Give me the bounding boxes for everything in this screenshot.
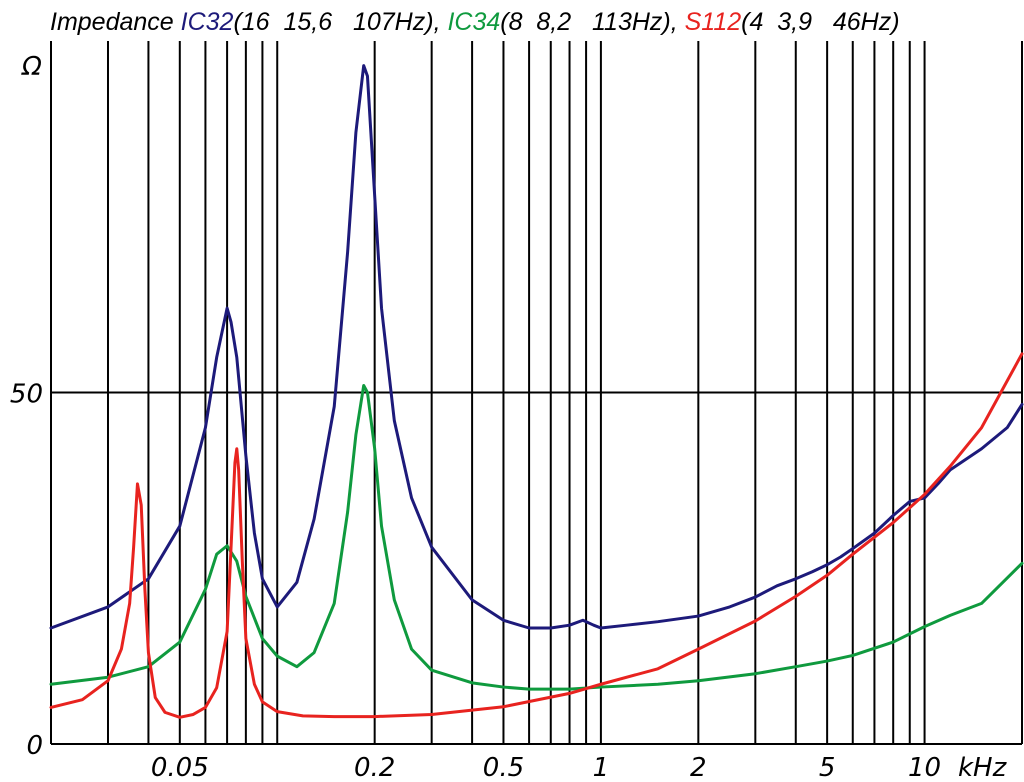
title-series-name-ic32: IC32	[181, 8, 234, 36]
tick-labels: 0.05 0.2 0.5 1 2 5 10 0 50	[10, 380, 941, 782]
series-line-s112	[49, 352, 1024, 719]
x-tick-label: 10	[908, 753, 941, 782]
title-series-detail-ic34: (8 8,2 113Hz),	[500, 8, 684, 36]
title-series-detail-ic32: (16 15,6 107Hz),	[233, 8, 447, 36]
title-series-detail-s112: (4 3,9 46Hz)	[741, 8, 899, 36]
x-tick-label: 5	[819, 753, 836, 782]
x-tick-label: 0.05	[151, 753, 209, 782]
title-series-name-s112: S112	[685, 8, 742, 36]
y-tick-label: 0	[26, 731, 43, 761]
x-unit-label: kHz	[958, 753, 1008, 782]
series-line-ic32	[49, 64, 1024, 630]
chart-title: Impedance IC32(16 15,6 107Hz), IC34(8 8,…	[50, 8, 900, 36]
x-tick-label: 1	[593, 753, 610, 782]
title-series-name-ic34: IC34	[447, 8, 500, 36]
y-unit-label: Ω	[21, 52, 42, 82]
x-tick-label: 0.5	[483, 753, 524, 782]
grid-lines	[51, 41, 1023, 744]
series-lines	[49, 64, 1024, 719]
title-prefix: Impedance	[50, 8, 181, 36]
x-tick-label: 2	[690, 753, 707, 782]
x-tick-label: 0.2	[354, 753, 395, 782]
y-tick-label: 50	[10, 380, 43, 410]
